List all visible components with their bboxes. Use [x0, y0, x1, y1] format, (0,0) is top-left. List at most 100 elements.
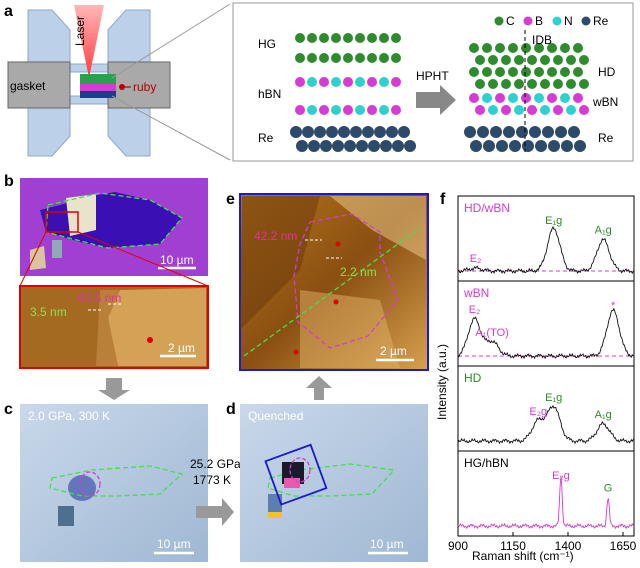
atom-c: [391, 53, 401, 63]
atom-c: [579, 55, 589, 65]
legend-c-dot: [494, 16, 504, 26]
atom-legend: C B N Re: [494, 14, 609, 28]
panel-label-c: c: [4, 401, 13, 418]
atom-re: [356, 140, 368, 152]
zoom-line-b2: [77, 231, 209, 287]
atom-re: [509, 140, 521, 152]
legend-re: Re: [593, 14, 609, 28]
panel-label-d: d: [226, 401, 236, 418]
arrow-b-c: [98, 378, 130, 400]
wbn-label: wBN: [592, 95, 618, 109]
atom-re: [483, 140, 495, 152]
atom-bn: [521, 93, 531, 103]
atom-c: [547, 43, 557, 53]
atom-bn: [379, 77, 389, 87]
atom-bn: [514, 105, 524, 115]
atom-c: [553, 79, 563, 89]
legend-n-dot: [552, 16, 562, 26]
atom-re: [302, 126, 314, 138]
atom-bn: [391, 105, 401, 115]
atom-bn: [566, 105, 576, 115]
series-name: wBN: [463, 286, 489, 300]
atom-bn: [331, 105, 341, 115]
atom-re: [574, 140, 586, 152]
atom-bn: [579, 105, 589, 115]
atom-c: [367, 33, 377, 43]
peak-label: A₁(TO): [475, 327, 508, 339]
atom-re: [503, 126, 515, 138]
atom-c: [307, 53, 317, 63]
quenched-label: Quenched: [248, 409, 303, 423]
atom-re: [477, 126, 489, 138]
left-structure-atoms: [290, 33, 416, 152]
panel-label-f: f: [440, 191, 446, 208]
optical-image-d: [240, 404, 428, 562]
atom-c: [540, 55, 550, 65]
peak-label: E₂: [469, 304, 481, 316]
atom-c: [547, 67, 557, 77]
spectrum-line: [457, 307, 635, 360]
atom-re: [296, 140, 308, 152]
atom-bn: [331, 77, 341, 87]
atom-bn: [482, 93, 492, 103]
atom-c: [534, 43, 544, 53]
atom-c: [307, 33, 317, 43]
zoom-line-b1: [19, 231, 47, 287]
atom-c: [367, 53, 377, 63]
atom-c: [331, 33, 341, 43]
spectrum-line: [457, 404, 635, 445]
atom-c: [573, 67, 583, 77]
atom-re: [314, 126, 326, 138]
atom-c: [355, 53, 365, 63]
height-e2: 2.2 nm: [340, 265, 377, 279]
series-name: HD: [464, 371, 482, 385]
atom-c: [319, 53, 329, 63]
atom-re: [332, 140, 344, 152]
panel-label-b: b: [4, 173, 14, 190]
atom-c: [295, 53, 305, 63]
peak-label: E₁g: [545, 215, 562, 227]
afm-image-b: [19, 285, 209, 369]
atom-re: [555, 126, 567, 138]
atom-c: [331, 53, 341, 63]
atom-bn: [508, 93, 518, 103]
atom-c: [579, 79, 589, 89]
atom-c: [521, 43, 531, 53]
atom-re: [338, 126, 350, 138]
atom-bn: [295, 77, 305, 87]
atom-re: [326, 126, 338, 138]
legend-b-dot: [523, 16, 533, 26]
atom-c: [379, 53, 389, 63]
spectrum-line: [457, 476, 635, 530]
x-tick-label: 1400: [555, 539, 582, 553]
atom-c: [514, 55, 524, 65]
diamond-anvil-cell: [7, 5, 171, 157]
optical-image-c: [20, 404, 208, 562]
hg-label: HG: [258, 37, 276, 51]
atom-bn: [391, 77, 401, 87]
scale-c: 10 µm: [157, 537, 191, 551]
peak-label: E₂g: [552, 470, 570, 482]
atom-c: [495, 43, 505, 53]
peak-label: E₂g: [529, 406, 547, 418]
atom-bn: [501, 105, 511, 115]
atom-c: [521, 67, 531, 77]
atom-c: [469, 43, 479, 53]
atom-bn: [367, 105, 377, 115]
atom-re: [490, 126, 502, 138]
atom-bn: [307, 105, 317, 115]
atom-c: [482, 67, 492, 77]
atom-bn: [547, 93, 557, 103]
atom-c: [495, 67, 505, 77]
atom-c: [560, 67, 570, 77]
x-axis-label: Raman shift (cm⁻¹): [472, 549, 574, 563]
re-right-label: Re: [598, 131, 614, 145]
atom-re: [368, 140, 380, 152]
atom-c: [355, 33, 365, 43]
atom-re: [568, 126, 580, 138]
height-b1: 63.5 nm: [78, 291, 121, 305]
atom-c: [573, 43, 583, 53]
hpht-arrow: [416, 85, 456, 115]
atom-re: [386, 126, 398, 138]
